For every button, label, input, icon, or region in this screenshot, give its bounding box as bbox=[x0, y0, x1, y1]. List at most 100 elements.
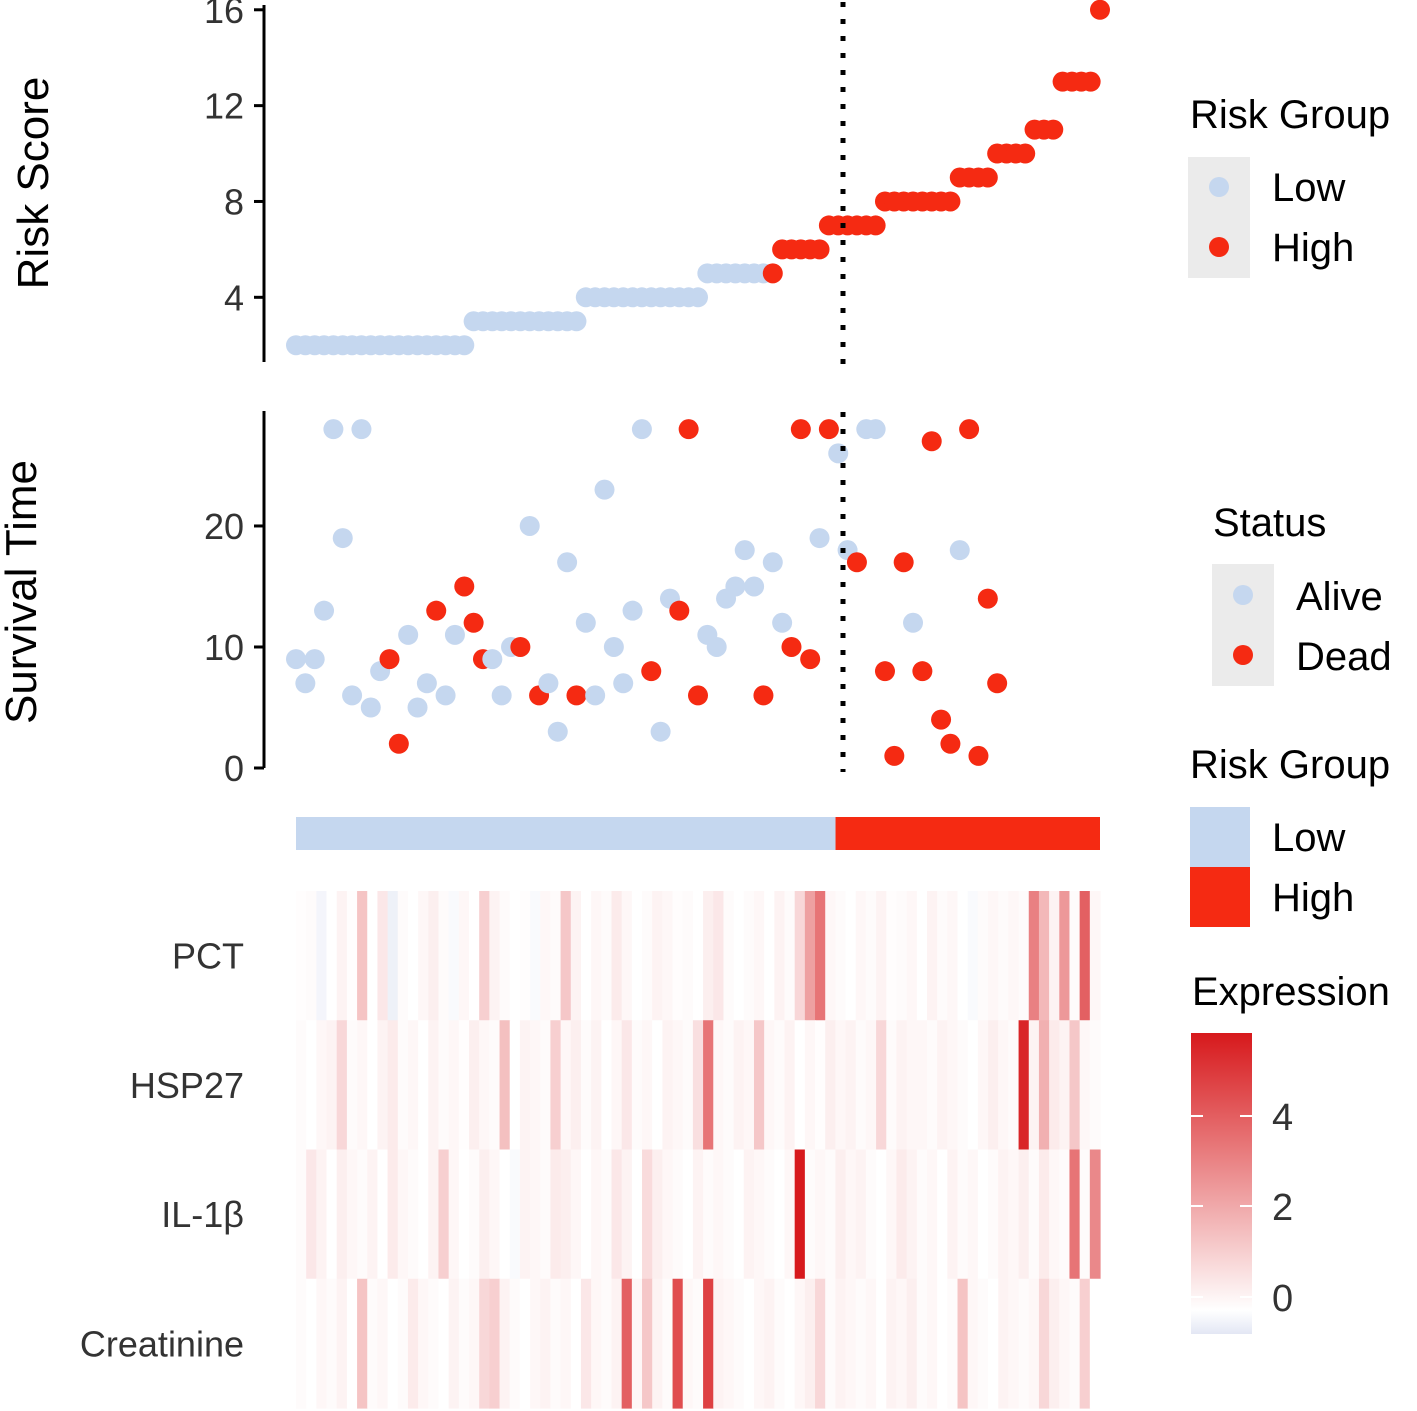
heatmap-cell bbox=[601, 1149, 613, 1280]
heatmap-cell bbox=[977, 891, 989, 1021]
heatmap-cell bbox=[580, 891, 592, 1021]
heatmap-cell bbox=[611, 1278, 623, 1409]
heatmap-cell bbox=[357, 891, 368, 1021]
heatmap-cell bbox=[682, 1149, 694, 1280]
risk-score-point bbox=[762, 263, 783, 284]
legend-dead-point-icon bbox=[1233, 645, 1253, 665]
heatmap-cell bbox=[346, 891, 358, 1021]
heatmap-cell bbox=[1028, 1278, 1040, 1409]
heatmap-cell bbox=[937, 1149, 948, 1280]
heatmap-cell bbox=[906, 1149, 918, 1280]
heatmap-cell bbox=[804, 1020, 816, 1151]
heatmap-cell bbox=[397, 1149, 409, 1280]
heatmap-cell bbox=[896, 1020, 908, 1151]
heatmap-cell bbox=[815, 891, 826, 1021]
survival-point-alive bbox=[865, 419, 886, 440]
heatmap-cell bbox=[458, 1020, 470, 1151]
heatmap-cell bbox=[723, 891, 735, 1021]
heatmap-cell bbox=[428, 1020, 440, 1151]
heatmap-cell bbox=[357, 1020, 368, 1151]
heatmap-cell bbox=[580, 1149, 592, 1280]
heatmap-cell bbox=[886, 891, 898, 1021]
heatmap-cell bbox=[804, 1149, 816, 1280]
heatmap-cell bbox=[876, 1278, 887, 1409]
heatmap-cell bbox=[306, 891, 317, 1021]
heatmap-cell bbox=[560, 891, 572, 1021]
heatmap-cell bbox=[977, 1278, 989, 1409]
heatmap-cell bbox=[825, 1149, 836, 1280]
survival-point-alive bbox=[491, 685, 512, 706]
heatmap-cell bbox=[377, 891, 389, 1021]
heatmap-cell bbox=[407, 891, 419, 1021]
heatmap-cell bbox=[519, 891, 531, 1021]
heatmap-cell bbox=[876, 891, 887, 1021]
heatmap-cell bbox=[662, 1278, 674, 1409]
heatmap-cell bbox=[611, 1149, 623, 1280]
heatmap-cell bbox=[428, 1149, 440, 1280]
heatmap-cell bbox=[713, 1278, 725, 1409]
heatmap-cell bbox=[937, 1278, 948, 1409]
heatmap-cell bbox=[672, 1020, 684, 1151]
legend-risk-group-bar-title: Risk Group bbox=[1190, 743, 1390, 787]
heatmap-cell bbox=[550, 1149, 562, 1280]
legend-low-label: Low bbox=[1272, 166, 1345, 210]
heatmap-cell bbox=[499, 1278, 511, 1409]
heatmap-cell bbox=[652, 891, 663, 1021]
heatmap-cell bbox=[1008, 1278, 1020, 1409]
heatmap-cell bbox=[703, 1278, 714, 1409]
heatmap-cell bbox=[1028, 1020, 1040, 1151]
heatmap-cell bbox=[855, 1278, 867, 1409]
heatmap-cell bbox=[448, 1149, 460, 1280]
risk-score-point bbox=[1090, 0, 1110, 20]
heatmap-cell bbox=[489, 1278, 501, 1409]
heatmap-cell bbox=[336, 1278, 348, 1409]
heatmap-cell bbox=[499, 1149, 511, 1280]
survival-point-alive bbox=[762, 552, 783, 573]
heatmap-cell bbox=[652, 1020, 663, 1151]
heatmap-cell bbox=[743, 1149, 755, 1280]
heatmap-cell bbox=[1018, 891, 1030, 1021]
heatmap-cell bbox=[865, 891, 877, 1021]
survival-point-alive bbox=[949, 540, 970, 561]
survival-point-alive bbox=[314, 600, 335, 621]
risk-group-bar-low bbox=[296, 817, 836, 850]
heatmap-cell bbox=[672, 1278, 684, 1409]
heatmap-row-label: Creatinine bbox=[80, 1323, 244, 1364]
heatmap-cell bbox=[845, 1149, 857, 1280]
heatmap-cell bbox=[692, 1149, 704, 1280]
survival-point-dead bbox=[641, 661, 662, 682]
heatmap-cell bbox=[346, 1278, 358, 1409]
heatmap-cell bbox=[926, 1278, 938, 1409]
heatmap-cell bbox=[906, 891, 918, 1021]
heatmap-cell bbox=[1089, 1149, 1101, 1280]
expression-colorbar bbox=[1191, 1033, 1252, 1334]
heatmap-cell bbox=[998, 1149, 1010, 1280]
heatmap-cell bbox=[418, 1278, 429, 1409]
survival-point-alive bbox=[360, 697, 381, 718]
heatmap-cell bbox=[570, 1149, 582, 1280]
heatmap-cell bbox=[479, 1278, 490, 1409]
heatmap-cell bbox=[916, 1278, 928, 1409]
colorbar-tick-marks bbox=[1191, 1115, 1252, 1298]
heatmap-cell bbox=[743, 1278, 755, 1409]
heatmap-cell bbox=[957, 891, 969, 1021]
heatmap-cell bbox=[703, 891, 714, 1021]
heatmap-cell bbox=[967, 891, 979, 1021]
heatmap-cell bbox=[947, 891, 959, 1021]
heatmap-cell bbox=[397, 891, 409, 1021]
heatmap-cell bbox=[845, 891, 857, 1021]
heatmap-cell bbox=[540, 891, 552, 1021]
heatmap-cell bbox=[1069, 1149, 1081, 1280]
colorbar-tick-4: 4 bbox=[1272, 1097, 1293, 1139]
heatmap-cell bbox=[1038, 1020, 1050, 1151]
heatmap-cell bbox=[1038, 891, 1050, 1021]
legend-expression: Expression 4 2 0 bbox=[1191, 970, 1390, 1334]
heatmap-cell bbox=[1018, 1278, 1030, 1409]
heatmap-cell bbox=[998, 1278, 1010, 1409]
heatmap-row-label: IL-1β bbox=[161, 1194, 244, 1235]
heatmap-cell bbox=[774, 1278, 786, 1409]
heatmap-cell bbox=[703, 1020, 714, 1151]
colorbar-tick-0: 0 bbox=[1272, 1278, 1293, 1320]
risk-group-bar bbox=[296, 817, 1100, 850]
survival-point-alive bbox=[407, 697, 428, 718]
